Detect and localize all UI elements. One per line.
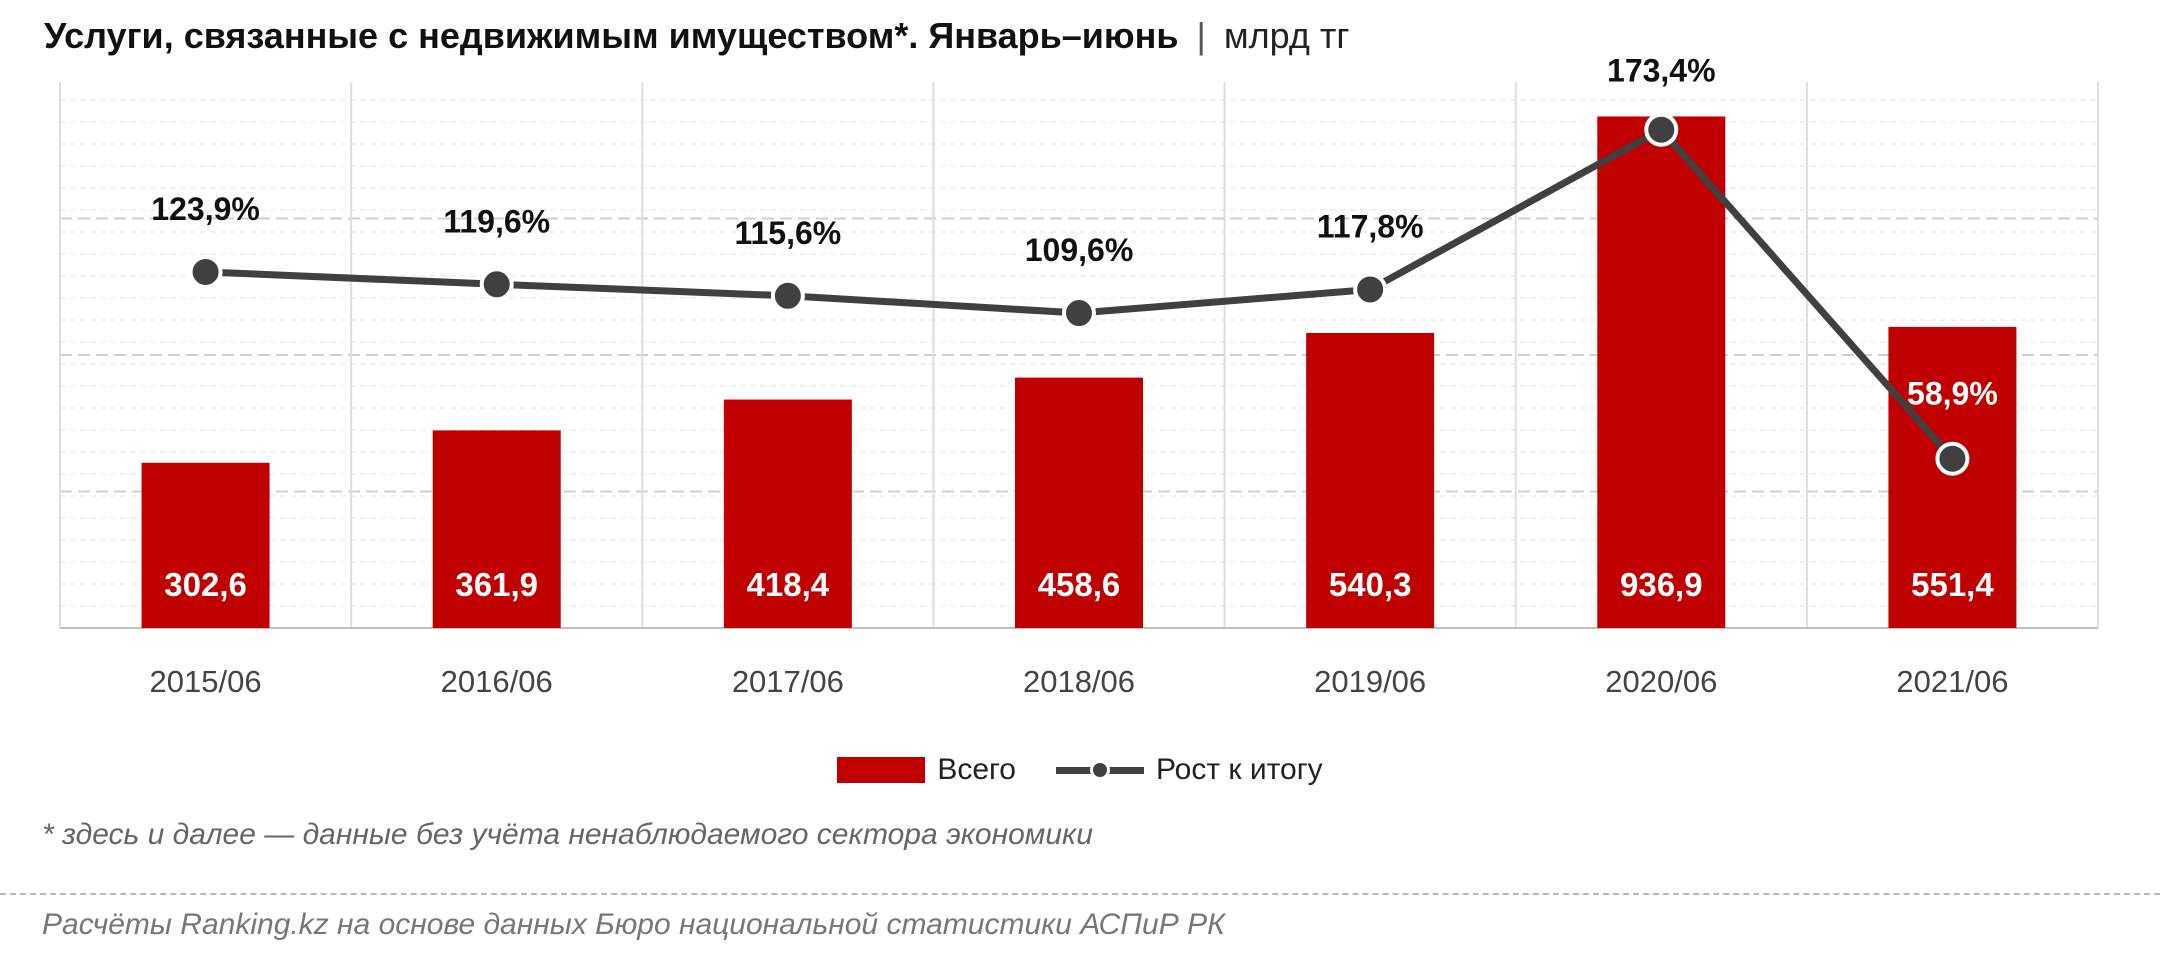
bar-series bbox=[141, 116, 2017, 628]
growth-value-label: 117,8% bbox=[1317, 208, 1424, 244]
legend: Всего Рост к итогу bbox=[0, 745, 2160, 795]
x-tick-label: 2017/06 bbox=[732, 664, 844, 699]
source-note: Расчёты Ranking.kz на основе данных Бюро… bbox=[42, 908, 1225, 941]
x-axis: 2015/06 2016/06 2017/06 2018/06 2019/06 2020/… bbox=[150, 664, 2009, 699]
bar-value-label: 418,4 bbox=[747, 566, 830, 603]
x-tick-label: 2021/06 bbox=[1896, 664, 2008, 699]
bar-value-label: 458,6 bbox=[1038, 566, 1121, 603]
x-tick-label: 2019/06 bbox=[1314, 664, 1426, 699]
line-series bbox=[188, 112, 1970, 476]
growth-marker-2015-06 bbox=[188, 254, 223, 289]
legend-item-growth: Рост к итогу bbox=[1055, 753, 1323, 787]
legend-bar-swatch bbox=[837, 757, 926, 783]
title-unit: млрд тг bbox=[1223, 15, 1350, 56]
growth-value-label: 115,6% bbox=[734, 215, 841, 251]
bar-2017-06 bbox=[723, 399, 852, 628]
bar-value-label: 361,9 bbox=[455, 566, 538, 603]
growth-marker-2021-06 bbox=[1935, 441, 1970, 476]
bar-value-label: 302,6 bbox=[164, 566, 247, 603]
legend-line-marker bbox=[1089, 760, 1110, 780]
growth-marker-2016-06 bbox=[479, 267, 514, 302]
bar-2020-06 bbox=[1597, 116, 1726, 628]
title-separator: | bbox=[1196, 15, 1206, 56]
bar-2016-06 bbox=[432, 430, 561, 628]
growth-value-label: 173,4% bbox=[1607, 53, 1716, 89]
footnote: * здесь и далее — данные без учёта ненаб… bbox=[42, 818, 1093, 851]
x-tick-label: 2018/06 bbox=[1023, 664, 1135, 699]
growth-value-label: 119,6% bbox=[443, 203, 550, 239]
x-tick-label: 2016/06 bbox=[441, 664, 553, 699]
growth-marker-2018-06 bbox=[1062, 296, 1096, 331]
legend-line-label: Рост к итогу bbox=[1155, 753, 1323, 786]
x-tick-label: 2015/06 bbox=[150, 664, 262, 699]
bar-2015-06 bbox=[141, 462, 270, 628]
legend-item-total: Всего bbox=[837, 753, 1016, 787]
growth-marker-2017-06 bbox=[770, 278, 805, 313]
bar-value-label: 936,9 bbox=[1620, 566, 1703, 603]
data-labels: 302,6 361,9 418,4 458,6 540,3 936,9 551,4 123,9… bbox=[151, 53, 1997, 603]
growth-marker-2019-06 bbox=[1353, 272, 1388, 307]
bar-2019-06 bbox=[1306, 332, 1435, 628]
growth-value-label: 58,9% bbox=[1907, 376, 1998, 412]
legend-bar-label: Всего bbox=[937, 753, 1016, 786]
bar-2021-06 bbox=[1888, 326, 2017, 628]
growth-value-label: 109,6% bbox=[1025, 232, 1134, 268]
bar-value-label: 540,3 bbox=[1329, 566, 1412, 603]
growth-value-label: 123,9% bbox=[151, 191, 260, 227]
title-main: Услуги, связанные с недвижимым имущество… bbox=[44, 15, 1179, 56]
x-tick-label: 2020/06 bbox=[1605, 664, 1717, 699]
chart-title: Услуги, связанные с недвижимым имущество… bbox=[44, 12, 1350, 60]
growth-marker-2020-06 bbox=[1644, 112, 1679, 147]
bar-2018-06 bbox=[1015, 377, 1143, 628]
bar-value-label: 551,4 bbox=[1911, 566, 1994, 603]
legend-line-swatch bbox=[1055, 757, 1144, 783]
divider bbox=[0, 893, 2160, 895]
